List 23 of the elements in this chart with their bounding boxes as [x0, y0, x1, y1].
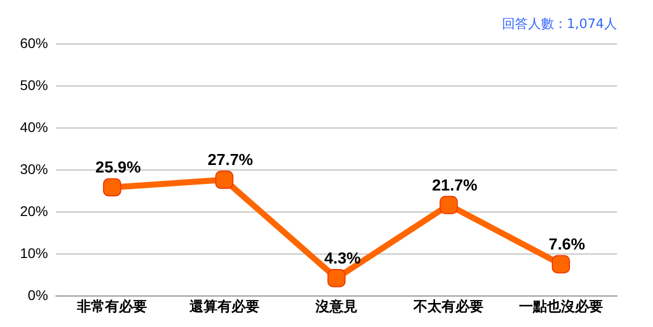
data-label: 27.7%	[208, 152, 253, 170]
y-tick-label: 0%	[28, 287, 48, 304]
point	[103, 178, 122, 196]
x-tick-label: 非常有必要	[76, 298, 148, 316]
text: 回答人數：1,074人	[502, 16, 617, 32]
data-label: 4.3%	[324, 250, 361, 268]
y-tick-label: 50%	[20, 76, 48, 93]
data-label: 21.7%	[432, 177, 478, 194]
x-tick-label: 一點也沒必要	[518, 298, 603, 316]
y-tick-label: 10%	[20, 245, 48, 262]
x-tick-label: 還算有必要	[188, 298, 260, 316]
y-tick-label: 60%	[20, 34, 48, 51]
x-tick-label: 沒意見	[314, 298, 358, 316]
point	[215, 170, 234, 189]
point	[327, 269, 346, 288]
y-tick-label: 20%	[20, 202, 48, 219]
data-label: 7.6%	[548, 236, 586, 254]
y-tick-label: 30%	[20, 160, 48, 177]
point	[552, 255, 570, 274]
data-label: 25.9%	[95, 160, 141, 177]
y-tick-label: 40%	[20, 118, 48, 135]
x-tick-label: 不太有必要	[412, 298, 484, 316]
point	[440, 196, 458, 214]
